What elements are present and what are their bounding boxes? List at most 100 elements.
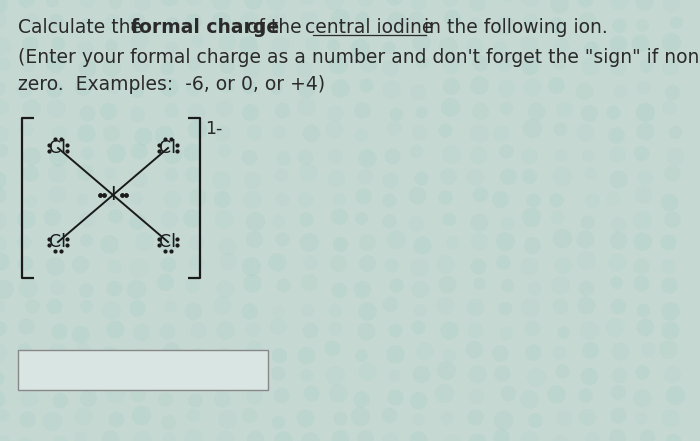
Point	[473, 280, 484, 287]
Point	[26, 153, 37, 160]
Point	[333, 286, 344, 293]
Point	[497, 258, 508, 265]
Point	[361, 239, 372, 246]
Point	[106, 306, 117, 314]
Point	[0, 258, 6, 265]
Point	[355, 131, 366, 138]
Point	[298, 66, 309, 73]
Text: (Enter your formal charge as a number and don't forget the "sign" if non-: (Enter your formal charge as a number an…	[18, 48, 700, 67]
Point	[636, 238, 648, 245]
Point	[218, 105, 230, 112]
Point	[468, 345, 480, 352]
Point	[104, 240, 115, 247]
Point	[503, 389, 514, 396]
Point	[664, 104, 675, 111]
Point	[334, 15, 345, 22]
Point	[612, 176, 623, 183]
Point	[669, 152, 680, 159]
Point	[193, 326, 204, 333]
Point	[500, 22, 511, 29]
Point	[81, 215, 92, 222]
Point	[390, 17, 401, 24]
Point	[415, 285, 426, 292]
Point	[416, 370, 427, 377]
Point	[440, 367, 452, 374]
Point	[412, 324, 423, 331]
Point	[221, 242, 232, 249]
Point	[332, 61, 343, 68]
Point	[276, 196, 287, 203]
Point	[81, 149, 92, 156]
Point	[304, 16, 315, 23]
Point	[244, 108, 256, 115]
Point	[581, 284, 592, 292]
Point	[554, 439, 565, 441]
Point	[580, 235, 591, 242]
Point	[556, 235, 567, 242]
Point	[188, 0, 199, 1]
Point	[585, 44, 596, 51]
Point	[638, 306, 649, 314]
Point	[219, 435, 230, 441]
Point	[444, 326, 455, 333]
Point	[52, 283, 63, 290]
Point	[304, 258, 316, 265]
Point	[77, 83, 88, 90]
Point	[272, 18, 283, 25]
Point	[79, 372, 90, 379]
Point	[582, 18, 593, 25]
Point	[473, 219, 484, 226]
Point	[554, 302, 565, 309]
Point	[612, 40, 624, 47]
Point	[584, 169, 595, 176]
Point	[160, 279, 171, 286]
Point	[0, 176, 2, 183]
Point	[108, 82, 119, 89]
Point	[277, 437, 288, 441]
Point	[612, 389, 623, 396]
Point	[502, 172, 513, 179]
Point	[244, 84, 255, 91]
Point	[25, 18, 36, 25]
Point	[188, 17, 199, 24]
Point	[0, 104, 6, 111]
Point	[189, 396, 200, 404]
Point	[218, 351, 229, 358]
Point	[276, 172, 287, 179]
Point	[414, 306, 426, 314]
Point	[611, 150, 622, 157]
Point	[135, 59, 146, 66]
Point	[361, 367, 372, 374]
Point	[636, 368, 648, 375]
Point	[441, 415, 452, 422]
Point	[579, 88, 590, 95]
Point	[190, 258, 202, 265]
Point	[410, 15, 421, 22]
Point	[244, 308, 255, 315]
Point	[301, 215, 312, 222]
Point	[584, 347, 596, 354]
Point	[246, 374, 258, 381]
Point	[19, 347, 30, 354]
Point	[355, 44, 366, 51]
Point	[81, 0, 92, 2]
Point	[553, 0, 564, 7]
Point	[190, 239, 202, 246]
Point	[528, 284, 540, 291]
Point	[218, 369, 230, 376]
Point	[0, 374, 2, 381]
Point	[47, 0, 58, 4]
Point	[473, 238, 484, 245]
Point	[0, 42, 6, 49]
Point	[554, 60, 565, 67]
Point	[21, 323, 32, 330]
Point	[165, 106, 176, 113]
Point	[666, 370, 678, 377]
Point	[48, 86, 60, 93]
Point	[188, 61, 199, 68]
Point	[250, 217, 261, 224]
Point	[243, 41, 254, 48]
Point	[162, 241, 174, 248]
Point	[162, 371, 173, 378]
Point	[636, 21, 648, 28]
